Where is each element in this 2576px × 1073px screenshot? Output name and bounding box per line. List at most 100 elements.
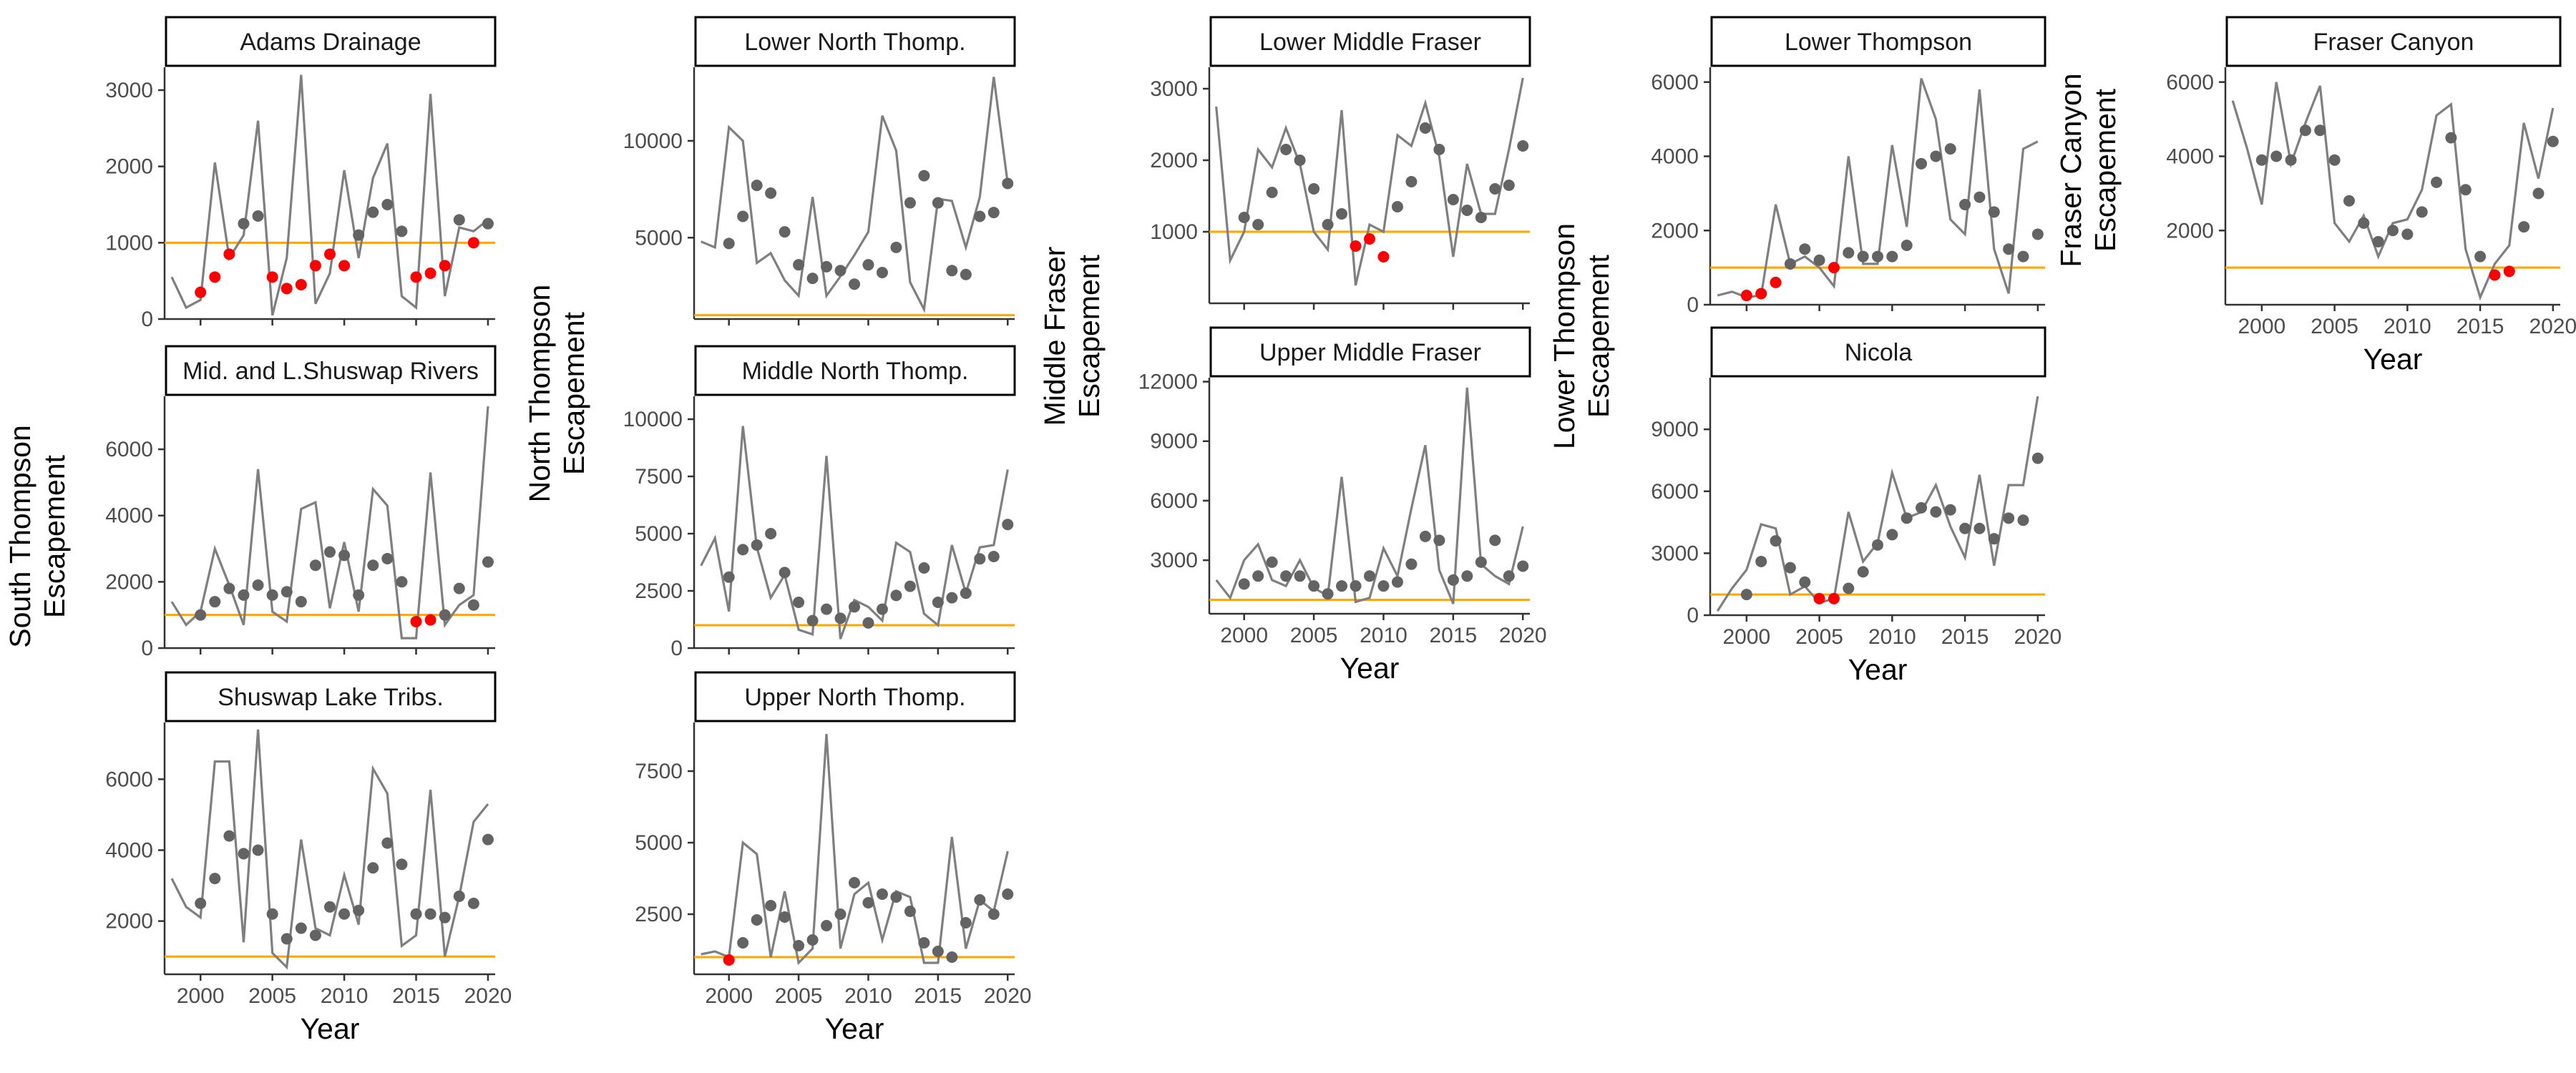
data-point [751, 180, 763, 192]
data-point [876, 888, 888, 900]
data-point [367, 206, 379, 218]
data-point [737, 544, 749, 556]
data-point [1447, 574, 1459, 586]
data-point-highlight [723, 954, 735, 966]
y-tick-label: 10000 [623, 408, 683, 431]
data-point [849, 877, 860, 888]
data-point [2328, 154, 2341, 166]
y-tick-label: 4000 [105, 838, 153, 862]
panel-10: Nicola 0 3000 6000 9000 2000 2005 2010 2015 2020 Y… [1651, 326, 2062, 686]
y-tick-label: 7500 [635, 760, 683, 783]
x-tick-label: 2010 [1868, 625, 1916, 649]
y-tick-label: 0 [141, 637, 153, 660]
data-point [890, 589, 902, 602]
data-point [1843, 582, 1855, 594]
data-point [1475, 212, 1487, 223]
data-point [1916, 157, 1928, 170]
data-point [266, 908, 278, 920]
panel-title: Adams Drainage [240, 29, 421, 56]
y-tick-label: 10000 [623, 129, 683, 153]
y-tick-label: 6000 [1651, 71, 1699, 94]
panel-5: Middle North Thomp. 0 2500 5000 7500 10000 [623, 345, 1016, 660]
data-point [1475, 556, 1487, 568]
data-point [918, 937, 930, 949]
strip-box [165, 671, 497, 722]
x-axis-title: Year [301, 1012, 360, 1045]
data-point [1886, 250, 1898, 263]
data-point [765, 528, 777, 539]
panel-3: Shuswap Lake Tribs. 2000 4000 6000 2000 2005 2… [105, 671, 512, 1045]
data-point [1503, 570, 1515, 582]
panel-title: Middle North Thomp. [742, 358, 969, 385]
data-point [1517, 560, 1529, 572]
data-point [453, 214, 465, 226]
data-point [1959, 198, 1971, 210]
data-point [1799, 243, 1811, 255]
data-point [918, 170, 930, 182]
data-point [849, 601, 860, 613]
y-tick-label: 9000 [1651, 418, 1699, 441]
data-point [424, 908, 436, 920]
panel-title: Lower Middle Fraser [1259, 29, 1481, 56]
y-tick-label: 4000 [2166, 145, 2214, 169]
y-tick-label: 6000 [2166, 71, 2214, 94]
x-tick-label: 2000 [2238, 315, 2285, 338]
series-line [170, 406, 489, 640]
data-point [1238, 578, 1250, 590]
y-tick-label: 0 [1687, 293, 1699, 317]
data-point-highlight [2503, 265, 2515, 278]
data-point [806, 273, 819, 285]
data-point [876, 603, 888, 615]
panel-title: Mid. and L.Shuswap Rivers [182, 358, 479, 385]
data-point-highlight [1813, 592, 1825, 604]
data-point [1857, 566, 1869, 578]
y-axis-title-lower-thompson: Lower ThompsonEscapement [1548, 223, 1615, 449]
data-point [946, 265, 958, 277]
y-tick-label: 6000 [105, 438, 153, 461]
data-point [467, 897, 479, 909]
x-tick-label: 2005 [1795, 625, 1843, 649]
data-point-highlight [467, 237, 479, 249]
data-point [1266, 556, 1278, 568]
data-point [1901, 240, 1913, 251]
data-point [737, 937, 749, 949]
data-point [280, 586, 293, 598]
strip-box [1710, 326, 2046, 378]
data-point [918, 562, 930, 574]
y-tick-label: 2000 [1150, 149, 1198, 172]
data-point [195, 609, 207, 621]
data-point [1944, 143, 1956, 155]
data-point [1391, 576, 1403, 588]
y-axis-title-line: Lower Thompson [1548, 223, 1581, 449]
data-point [806, 934, 819, 946]
data-point [2445, 132, 2457, 144]
x-axis-title: Year [825, 1012, 884, 1045]
data-point-highlight [1828, 592, 1840, 604]
strip-box [694, 671, 1016, 722]
data-point [338, 908, 351, 920]
data-point [238, 217, 250, 230]
data-point [1930, 506, 1942, 518]
data-point [1308, 580, 1320, 592]
data-point [2343, 195, 2355, 207]
panel-title: Fraser Canyon [2313, 29, 2474, 56]
data-point [439, 911, 451, 923]
x-tick-label: 2015 [1429, 624, 1477, 647]
y-tick-label: 3000 [105, 79, 153, 102]
panel-6: Upper North Thomp. 2500 5000 7500 2000 2005 20… [635, 671, 1032, 1045]
data-point [396, 576, 408, 588]
data-point [1489, 534, 1501, 547]
data-point [779, 567, 791, 579]
data-point-highlight [338, 260, 351, 272]
x-tick-label: 2020 [464, 984, 512, 1008]
data-point-highlight [410, 271, 422, 283]
data-point [960, 587, 972, 599]
data-point [1433, 534, 1445, 547]
data-point [1461, 205, 1473, 216]
y-tick-label: 0 [1687, 604, 1699, 627]
data-point [467, 599, 479, 611]
data-point [2017, 514, 2029, 526]
data-point [834, 908, 847, 920]
data-point [367, 862, 379, 874]
data-point [932, 597, 944, 608]
